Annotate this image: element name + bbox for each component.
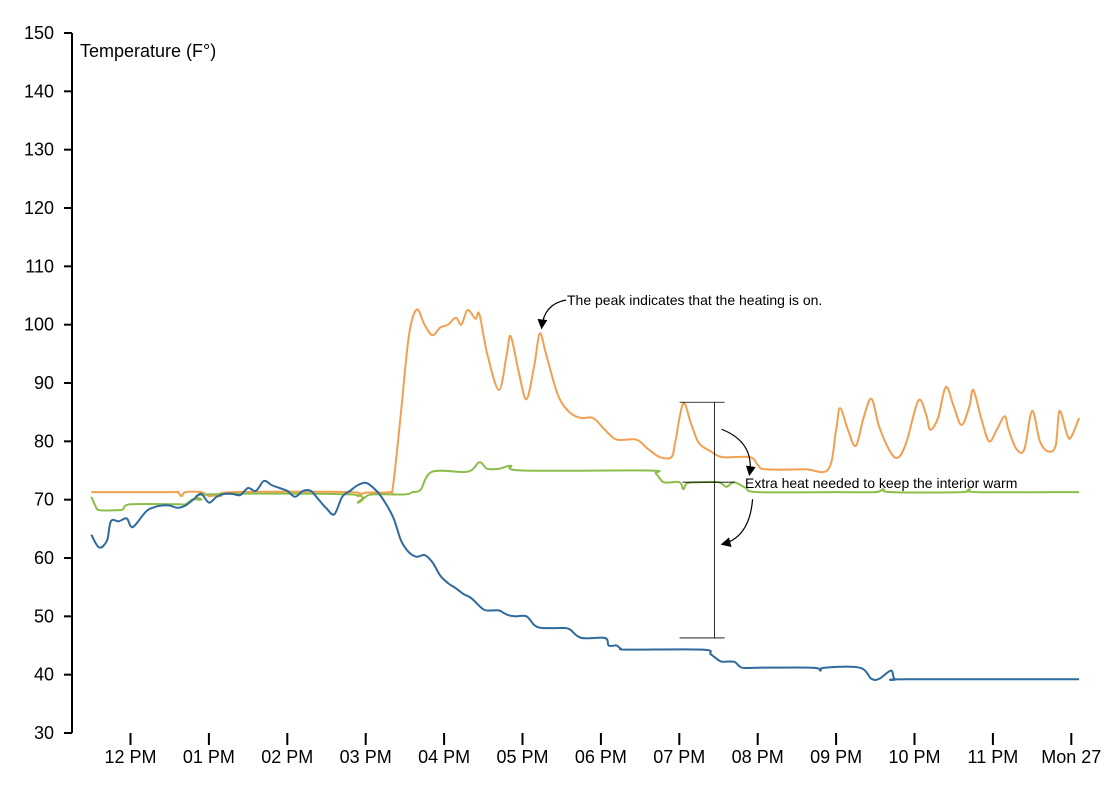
y-axis: 30 40 50 60 70 80 90 100 110 120 130 140 150 — [24, 23, 73, 743]
annotation-lower-arrow — [720, 499, 754, 547]
x-tick-label: Mon 27 — [1041, 747, 1101, 767]
x-tick-label: 08 PM — [732, 747, 784, 767]
y-tick-label: 120 — [24, 198, 54, 218]
x-tick-label: 07 PM — [653, 747, 705, 767]
y-tick-label: 40 — [34, 665, 54, 685]
y-tick-label: 80 — [34, 431, 54, 451]
y-tick-label: 60 — [34, 548, 54, 568]
x-tick-label: 06 PM — [575, 747, 627, 767]
x-tick-label: 09 PM — [810, 747, 862, 767]
x-tick-label: 05 PM — [496, 747, 548, 767]
annotation-upper-arrow — [721, 428, 756, 477]
y-tick-label: 70 — [34, 490, 54, 510]
y-tick-label: 30 — [34, 723, 54, 743]
y-tick-label: 50 — [34, 606, 54, 626]
x-tick-label: 01 PM — [183, 747, 235, 767]
y-tick-label: 130 — [24, 140, 54, 160]
annotation-extra-heat-label: Extra heat needed to keep the interior w… — [745, 475, 1017, 491]
annotation-heating-peak-label: The peak indicates that the heating is o… — [567, 292, 822, 308]
annotation-layer: The peak indicates that the heating is o… — [537, 292, 1017, 639]
x-tick-label: 02 PM — [261, 747, 313, 767]
y-tick-label: 100 — [24, 315, 54, 335]
x-tick-label: 04 PM — [418, 747, 470, 767]
y-tick-label: 140 — [24, 81, 54, 101]
y-axis-title: Temperature (F°) — [80, 41, 216, 61]
x-tick-label: 11 PM — [968, 747, 1019, 767]
annotation-heating-peak-arrow — [537, 299, 567, 330]
y-tick-label: 110 — [25, 256, 54, 276]
x-tick-label: 12 PM — [104, 747, 156, 767]
x-axis: 12 PM 01 PM 02 PM 03 PM 04 PM 05 PM 06 PM 07 PM… — [104, 733, 1101, 767]
y-tick-label: 150 — [24, 23, 54, 43]
series-line-orange — [91, 308, 1081, 498]
series-layer — [90, 308, 1081, 681]
y-tick-label: 90 — [34, 373, 54, 393]
x-tick-label: 10 PM — [888, 747, 940, 767]
x-tick-label: 03 PM — [340, 747, 392, 767]
series-line-blue — [90, 479, 1080, 681]
